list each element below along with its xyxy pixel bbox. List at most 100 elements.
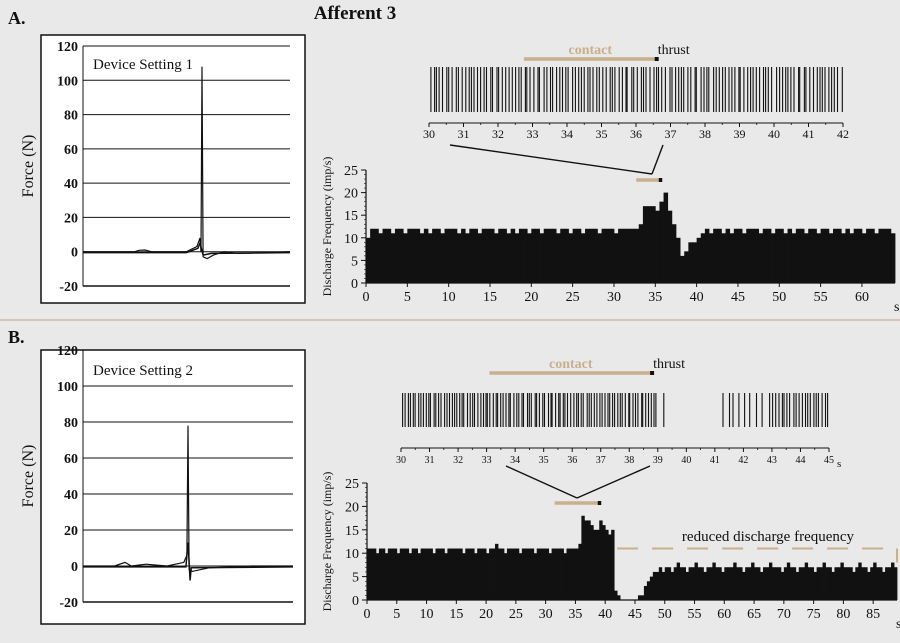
rate-bar [596,529,600,600]
rate-x-tick-label: 50 [658,607,672,622]
rate-bar [694,562,698,600]
rate-bar [853,228,859,283]
rate-bar [403,233,408,283]
rate-bar [885,567,889,600]
force-ylabel: Force (N) [20,445,37,508]
raster-tick-label: 35 [539,455,549,466]
rate-x-tick-label: 60 [717,607,731,622]
rate-bar [575,548,579,600]
rate-bar [436,228,441,283]
rate-bar [746,228,751,283]
raster-chart-A-raster: contact thrust 30 31 32 33 34 35 36 37 38 39 40 41 42 [423,43,849,141]
panel-letter-b: B. [8,327,25,347]
rate-x-unit: s [894,300,899,315]
rate-bar [642,206,648,283]
rate-bar [547,228,553,283]
force-tick-label: 40 [64,177,78,192]
rate-bar [888,567,892,600]
rate-bar [426,548,430,600]
rate-bar [514,233,520,283]
raster-tick-label: 42 [837,127,849,141]
raster-tick-label: 36 [630,127,642,141]
rate-bar [857,228,863,283]
rate-bar [486,553,490,600]
rate-bar [411,228,416,283]
rate-bar [605,228,611,283]
rate-bar [861,567,865,600]
rate-bar [685,571,689,600]
rate-x-tick-label: 15 [449,607,463,622]
rate-bar [417,553,421,600]
rate-bar [456,548,460,600]
rate-bar [775,228,780,283]
rate-bar [733,228,739,283]
rate-bar [381,548,386,600]
rate-bar [783,233,788,283]
rate-bar [792,567,797,600]
rate-bar [663,192,669,283]
rate-bar [471,548,475,600]
rate-x-tick-label: 35 [568,607,582,622]
rate-bar [367,548,371,600]
rate-bar [613,233,619,283]
rate-bar [498,228,503,283]
rate-bar [518,228,524,283]
rate-bar [750,228,755,283]
rate-bar [563,553,567,600]
rate-x-tick-label: 75 [807,607,821,622]
rate-bar [515,548,520,600]
rate-bar [742,233,747,283]
rate-bar [498,548,502,600]
rate-bar [858,562,862,600]
rate-bar [438,548,442,600]
rate-bar [492,548,496,600]
rate-bar [697,567,701,600]
rate-bar [581,515,585,600]
rate-bar [866,228,871,283]
rate-bar [894,567,898,600]
rate-bar [837,228,842,283]
rate-bar [795,228,801,283]
rate-bar [578,543,582,600]
rate-bar [378,233,383,283]
rate-bar [569,548,573,600]
rate-bar [748,567,752,600]
rate-bar [667,210,673,283]
rate-bar [539,548,544,600]
rate-bar [870,228,875,283]
rate-bar [542,548,547,600]
rate-bar [804,233,809,283]
rate-bar [891,562,895,600]
rate-bar [444,228,450,283]
rate-bar [717,228,722,283]
rate-bar [444,553,448,600]
rate-bar [820,228,826,283]
rate-bar [834,567,838,600]
raster-spikes [430,67,843,112]
rate-bar [485,228,491,283]
rate-bar [855,567,859,600]
rate-bar [489,228,495,283]
rate-bar [874,233,879,283]
rate-x-tick-label: 0 [364,607,371,622]
rate-bar [682,567,686,600]
rate-bar [510,228,516,283]
rate-bars [366,192,896,283]
rate-x-tick-label: 10 [442,290,456,305]
raster-tick-label: 32 [492,127,504,141]
rate-x-tick-label: 65 [747,607,761,622]
rate-bar [691,567,695,600]
rate-bar [840,562,844,600]
rate-x-tick-label: 60 [855,290,869,305]
rate-bar [518,553,523,600]
setting-label: Device Setting 1 [93,57,193,73]
force-tick-label: 80 [64,416,78,431]
force-tick-label: 100 [57,380,78,395]
rate-bar [864,567,868,600]
rate-bar [876,567,880,600]
rate-bar [512,548,517,600]
rate-bar [684,251,689,283]
raster-x-unit: s [837,458,841,470]
rate-bar [843,567,847,600]
rate-x-tick-label: 5 [404,290,411,305]
